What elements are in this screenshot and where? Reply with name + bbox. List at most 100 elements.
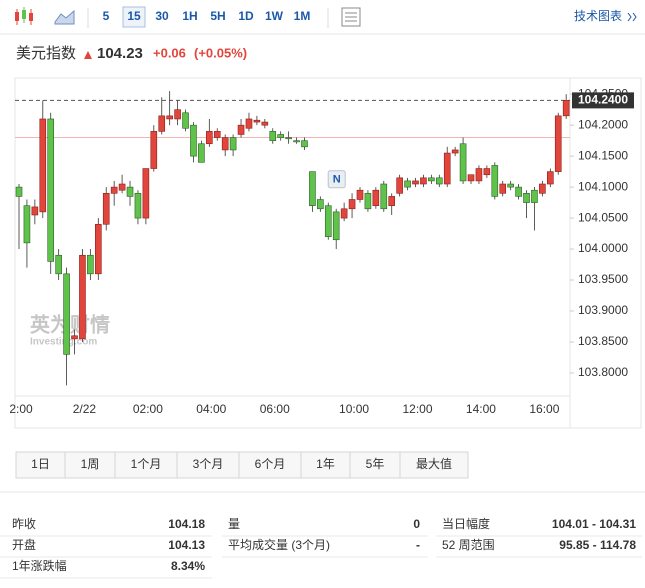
candle-body bbox=[523, 193, 530, 203]
stat-label: 平均成交量 (3个月) bbox=[228, 537, 330, 552]
candle-body bbox=[483, 168, 491, 176]
candle-body bbox=[71, 335, 78, 340]
stat-label: 开盘 bbox=[12, 537, 36, 552]
candle-body bbox=[443, 152, 451, 185]
interval-button[interactable]: 1H bbox=[182, 9, 197, 23]
x-tick-label: 04:00 bbox=[196, 402, 226, 416]
interval-selected bbox=[122, 6, 146, 28]
candle-body bbox=[23, 205, 31, 244]
y-tick-label: 103.9000 bbox=[578, 303, 628, 317]
candle-body bbox=[237, 124, 245, 135]
x-tick-label: 2/22 bbox=[73, 402, 97, 416]
candle-body bbox=[134, 193, 142, 219]
candle-body bbox=[340, 208, 348, 219]
candle-body bbox=[102, 193, 110, 225]
technical-chart-link[interactable]: 技术图表 bbox=[574, 9, 622, 23]
news-marker[interactable] bbox=[327, 170, 346, 189]
chart-frame bbox=[14, 77, 642, 429]
range-label[interactable]: 1年 bbox=[316, 457, 335, 471]
candle-body bbox=[507, 183, 514, 188]
watermark: 英为财情 bbox=[30, 312, 110, 336]
y-tick-label: 104.0000 bbox=[578, 241, 628, 255]
interval-button[interactable]: 30 bbox=[155, 9, 169, 23]
y-tick-label: 103.9500 bbox=[578, 272, 628, 286]
change-percent: (+0.05%) bbox=[194, 45, 247, 60]
x-tick-label: 12:00 bbox=[402, 402, 432, 416]
candle-body bbox=[404, 180, 411, 188]
candle-body bbox=[285, 137, 292, 140]
candle-body bbox=[110, 186, 118, 194]
candle-body bbox=[79, 254, 86, 340]
up-arrow bbox=[84, 51, 92, 59]
candle-body bbox=[261, 121, 269, 126]
stat-value: 95.85 - 114.78 bbox=[559, 538, 636, 552]
stat-value: 0 bbox=[413, 517, 420, 531]
y-tick-label: 104.0500 bbox=[578, 210, 628, 224]
candle-body bbox=[55, 254, 62, 275]
candle-icon[interactable] bbox=[15, 7, 33, 25]
range-button[interactable] bbox=[176, 451, 240, 479]
candle-body bbox=[31, 206, 39, 216]
candle-body bbox=[213, 131, 221, 138]
chevron bbox=[627, 12, 637, 22]
candle-body bbox=[332, 211, 340, 241]
candle-body bbox=[317, 199, 324, 210]
candle-body bbox=[15, 186, 23, 197]
range-label[interactable]: 最大值 bbox=[416, 456, 452, 471]
candle-body bbox=[245, 118, 253, 129]
interval-button[interactable]: 15 bbox=[127, 9, 141, 23]
stat-label: 52 周范围 bbox=[442, 538, 495, 552]
stat-value: 104.13 bbox=[168, 538, 205, 552]
candle-body bbox=[39, 118, 47, 213]
candle-body bbox=[87, 254, 94, 275]
candle-body bbox=[253, 119, 261, 123]
candle-body bbox=[475, 168, 483, 182]
y-tick-label: 104.2000 bbox=[578, 117, 628, 131]
y-tick-label: 104.1000 bbox=[578, 179, 628, 193]
candle-body bbox=[269, 131, 277, 141]
interval-button[interactable]: 5H bbox=[210, 9, 225, 23]
range-label[interactable]: 5年 bbox=[366, 457, 385, 471]
stat-label: 昨收 bbox=[12, 517, 36, 531]
candle-body bbox=[182, 112, 189, 129]
candle-body bbox=[554, 115, 562, 172]
range-label[interactable]: 3个月 bbox=[193, 457, 224, 471]
candle-body bbox=[420, 177, 427, 185]
x-tick-label: 10:00 bbox=[339, 402, 369, 416]
y-tick-label: 103.8500 bbox=[578, 334, 628, 348]
stat-value: - bbox=[416, 538, 420, 552]
candle-body bbox=[467, 174, 475, 182]
candle-body bbox=[435, 177, 443, 185]
interval-button[interactable]: 1D bbox=[238, 9, 254, 23]
stat-value: 104.01 - 104.31 bbox=[552, 517, 636, 531]
candle-body bbox=[198, 143, 205, 163]
candle-body bbox=[118, 183, 126, 191]
range-label[interactable]: 1日 bbox=[31, 457, 50, 471]
candle-body bbox=[412, 180, 419, 185]
range-label[interactable]: 6个月 bbox=[255, 457, 286, 471]
range-button[interactable] bbox=[15, 451, 66, 479]
candle-body bbox=[126, 186, 134, 197]
range-button[interactable] bbox=[300, 451, 351, 479]
interval-button[interactable]: 1W bbox=[265, 9, 284, 23]
candle-body bbox=[95, 223, 102, 275]
interval-button[interactable]: 1M bbox=[294, 9, 311, 23]
range-label[interactable]: 1周 bbox=[81, 457, 100, 471]
candle-body bbox=[301, 140, 308, 148]
range-button[interactable] bbox=[399, 451, 469, 479]
candle-body bbox=[158, 115, 166, 132]
candle-body bbox=[356, 189, 364, 200]
stat-value: 8.34% bbox=[171, 559, 205, 573]
grid-icon[interactable] bbox=[341, 7, 361, 27]
range-button[interactable] bbox=[64, 451, 116, 479]
x-tick-label: 06:00 bbox=[260, 402, 290, 416]
candle-body bbox=[309, 171, 316, 206]
area-icon[interactable] bbox=[54, 9, 75, 25]
range-button[interactable] bbox=[114, 451, 178, 479]
interval-button[interactable]: 5 bbox=[103, 9, 110, 23]
x-tick-label: 14:00 bbox=[466, 402, 496, 416]
stat-value: 104.18 bbox=[168, 517, 205, 531]
range-label[interactable]: 1个月 bbox=[131, 457, 162, 471]
